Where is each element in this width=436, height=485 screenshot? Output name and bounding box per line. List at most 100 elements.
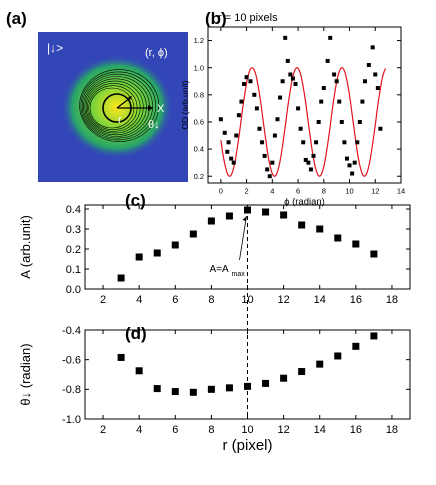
x-tick-label: 6: [172, 424, 178, 436]
data-point: [347, 163, 352, 168]
data-point: [355, 140, 360, 145]
y-tick-label: 0.6: [194, 118, 204, 127]
data-point: [278, 95, 283, 100]
y-tick-label: -0.4: [62, 325, 81, 337]
data-point: [252, 92, 257, 97]
data-point: [280, 374, 288, 382]
data-point: [352, 342, 360, 350]
panel-label-a: (a): [6, 9, 27, 28]
data-point: [189, 388, 197, 396]
x-tick-label: 8: [208, 424, 214, 436]
data-point: [257, 126, 262, 131]
data-point: [225, 212, 233, 220]
data-point: [231, 160, 236, 165]
data-point: [339, 119, 344, 124]
x-tick-label: 4: [136, 424, 142, 436]
data-point: [207, 385, 215, 393]
r-label: r: [118, 114, 122, 126]
data-point: [171, 388, 179, 396]
x-label: X: [157, 103, 165, 115]
data-point: [270, 160, 275, 165]
data-point: [293, 81, 298, 86]
r-arrow-head: [128, 96, 132, 100]
x-tick-label: 16: [350, 294, 362, 306]
y-axis-label: A (arb.unit): [18, 215, 33, 279]
data-point: [242, 81, 247, 86]
data-point: [244, 206, 251, 214]
chart-title: r = 10 pixels: [218, 12, 278, 24]
x-tick-label: 18: [386, 424, 398, 436]
data-point: [244, 75, 249, 80]
r-vector: [116, 97, 131, 109]
data-point: [342, 140, 347, 145]
x-tick-label: 10: [241, 424, 253, 436]
y-tick-label: 0.2: [194, 172, 204, 181]
data-point: [265, 167, 270, 172]
data-point: [298, 221, 306, 229]
chart-b: 0 2 4 6 8 10 12 14 0.2 0.4 0.6 0.8 1.0 1.2 r = 10 pixe…: [180, 12, 405, 208]
y-axis-label: θ↓ (radian): [18, 343, 33, 405]
data-point: [225, 149, 230, 154]
contour-ring: [85, 80, 144, 134]
y-tick-label: 0.1: [66, 264, 81, 276]
data-point: [373, 72, 378, 77]
data-point: [288, 72, 293, 77]
y-tick-label: -1.0: [62, 414, 81, 426]
data-point: [229, 156, 234, 161]
x-tick-label: 14: [397, 187, 405, 196]
annotation-text: A=A: [210, 264, 230, 275]
data-point: [370, 45, 375, 50]
data-point: [135, 253, 143, 261]
data-point: [360, 99, 365, 104]
data-point: [135, 367, 143, 375]
data-point: [332, 72, 337, 77]
y-axis-label: OD (arb.unit): [180, 80, 190, 129]
data-point: [352, 240, 360, 248]
data-point: [296, 106, 301, 111]
contour-ring: [79, 69, 160, 142]
data-point: [171, 241, 179, 249]
y-tick-label: 0.8: [194, 90, 204, 99]
data-point: [362, 79, 367, 84]
x-tick-label: 6: [172, 294, 178, 306]
x-axis-label: ϕ (radian): [284, 197, 325, 208]
x-arrow-head: [148, 105, 153, 111]
data-point: [226, 140, 231, 145]
data-point: [328, 35, 333, 40]
x-tick-label: 12: [371, 187, 379, 196]
data-point: [314, 140, 319, 145]
y-tick-label: 0.2: [66, 244, 81, 256]
data-point: [218, 117, 223, 122]
x-tick-label: 2: [245, 187, 249, 196]
x-axis-label: r (pixel): [222, 437, 272, 454]
data-point: [117, 274, 125, 282]
x-tick-label: 4: [270, 187, 274, 196]
contour-ring: [81, 73, 153, 139]
coord-label: (r, ϕ): [145, 47, 168, 59]
data-point: [189, 230, 197, 238]
chart-c: 2 4 6 8 10 12 14 16 180.00.10.20.30.4A (arb.unit…: [18, 204, 411, 306]
data-point: [306, 160, 311, 165]
data-point: [334, 79, 339, 84]
data-point: [370, 332, 378, 340]
data-point: [352, 160, 357, 165]
data-point: [236, 113, 241, 118]
data-point: [153, 249, 161, 257]
chart-d: 2 4 6 8 10 12 14 16 18 -1.0 -0.8 -0.6 -0.4 r (pixel) θ…: [18, 325, 411, 454]
x-tick-label: 14: [314, 294, 326, 306]
data-point: [262, 379, 270, 387]
data-point: [366, 62, 371, 67]
data-point: [262, 153, 267, 158]
x-tick-label: 6: [296, 187, 300, 196]
data-point: [207, 217, 215, 225]
y-tick-label: 1.2: [194, 36, 204, 45]
data-point: [280, 79, 285, 84]
image-a: |↓> (r, ϕ) X r θ↓: [38, 32, 188, 182]
panel-label-b: (b): [205, 9, 227, 28]
data-point: [283, 35, 288, 40]
x-tick-label: 2: [100, 294, 106, 306]
y-tick-label: 0.4: [66, 204, 81, 216]
data-point: [303, 157, 308, 162]
data-point: [117, 353, 125, 361]
data-point: [311, 153, 316, 158]
